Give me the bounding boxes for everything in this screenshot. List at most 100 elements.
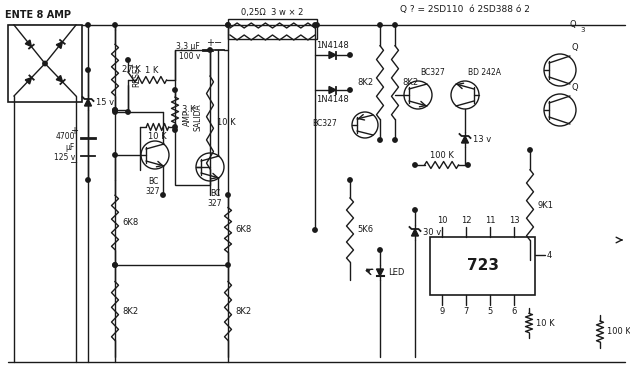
Text: AMP.
SALIDA: AMP. SALIDA <box>183 104 202 131</box>
Polygon shape <box>25 78 32 84</box>
Circle shape <box>113 108 117 112</box>
Text: 10: 10 <box>437 216 447 225</box>
Circle shape <box>313 23 317 27</box>
Circle shape <box>413 163 417 167</box>
Circle shape <box>113 263 117 267</box>
Text: +: + <box>70 126 78 136</box>
Text: 3: 3 <box>580 27 585 33</box>
Text: 13 v: 13 v <box>473 135 491 144</box>
Polygon shape <box>56 76 62 82</box>
Circle shape <box>315 23 319 27</box>
Text: 6: 6 <box>512 307 517 316</box>
Text: 0,25Ω  3 w × 2: 0,25Ω 3 w × 2 <box>241 8 304 17</box>
Text: 10 K: 10 K <box>148 132 167 141</box>
Text: BD 242A: BD 242A <box>468 68 501 77</box>
Circle shape <box>348 53 352 57</box>
Text: 10 K: 10 K <box>217 118 236 127</box>
Text: 8K2: 8K2 <box>357 78 373 87</box>
Polygon shape <box>56 42 62 49</box>
Polygon shape <box>411 229 418 236</box>
Text: 27 K: 27 K <box>122 65 140 74</box>
Circle shape <box>161 193 165 197</box>
Circle shape <box>173 125 177 129</box>
Text: RESET: RESET <box>132 63 141 87</box>
Text: 1N4148: 1N4148 <box>316 95 349 104</box>
Circle shape <box>226 23 230 27</box>
Text: 7: 7 <box>463 307 469 316</box>
Text: Q ? = 2SD110  ó 2SD388 ó 2: Q ? = 2SD110 ó 2SD388 ó 2 <box>400 5 530 14</box>
Circle shape <box>113 110 117 114</box>
Text: Q: Q <box>572 83 578 92</box>
Text: 9K1: 9K1 <box>537 201 553 209</box>
Circle shape <box>392 138 397 142</box>
Text: 15 v: 15 v <box>96 98 114 107</box>
Circle shape <box>208 48 212 52</box>
Circle shape <box>392 23 397 27</box>
FancyBboxPatch shape <box>8 25 82 102</box>
Circle shape <box>113 108 117 112</box>
Text: LED: LED <box>388 268 404 277</box>
Polygon shape <box>462 136 469 143</box>
Text: −: − <box>70 158 78 168</box>
Text: 5: 5 <box>488 307 493 316</box>
Text: 9: 9 <box>439 307 445 316</box>
Polygon shape <box>25 40 32 47</box>
Circle shape <box>43 61 47 66</box>
Circle shape <box>86 68 90 72</box>
Text: 30 v: 30 v <box>423 228 441 237</box>
Text: BC327: BC327 <box>312 119 337 128</box>
Circle shape <box>378 138 382 142</box>
Text: 3,3 μF
100 v: 3,3 μF 100 v <box>176 42 200 62</box>
Text: BC327: BC327 <box>420 68 445 77</box>
Text: 10 K: 10 K <box>536 318 554 328</box>
Circle shape <box>173 128 177 132</box>
Circle shape <box>528 148 532 152</box>
Text: BC
327: BC 327 <box>146 177 160 196</box>
Polygon shape <box>329 87 336 93</box>
Circle shape <box>466 163 470 167</box>
Text: 100 K: 100 K <box>607 327 630 336</box>
Circle shape <box>126 110 130 114</box>
Text: BC
327: BC 327 <box>208 189 222 208</box>
Polygon shape <box>84 99 91 106</box>
Circle shape <box>413 208 417 212</box>
Text: 5K6: 5K6 <box>357 225 373 234</box>
Text: 12: 12 <box>461 216 471 225</box>
Text: 8K2: 8K2 <box>402 78 418 87</box>
Circle shape <box>113 153 117 157</box>
Text: 8K2: 8K2 <box>235 307 251 315</box>
Text: Q: Q <box>572 43 578 52</box>
Text: 8K2: 8K2 <box>122 307 138 315</box>
Text: 13: 13 <box>508 216 519 225</box>
Circle shape <box>378 23 382 27</box>
Polygon shape <box>329 52 336 59</box>
Text: 1 K: 1 K <box>145 66 158 75</box>
Circle shape <box>348 88 352 92</box>
Circle shape <box>86 178 90 182</box>
Text: ENTE 8 AMP: ENTE 8 AMP <box>5 10 71 20</box>
Circle shape <box>113 23 117 27</box>
Polygon shape <box>377 269 384 276</box>
Text: 6K8: 6K8 <box>235 225 251 234</box>
Circle shape <box>348 178 352 182</box>
Circle shape <box>226 23 230 27</box>
Text: 4700
μF
125 v: 4700 μF 125 v <box>54 132 75 162</box>
Text: Q: Q <box>570 20 576 29</box>
Text: 4: 4 <box>547 250 553 260</box>
Circle shape <box>113 263 117 267</box>
Circle shape <box>126 58 130 62</box>
Text: 1N4148: 1N4148 <box>316 41 349 50</box>
Text: −: − <box>214 38 222 48</box>
Circle shape <box>313 228 317 232</box>
Text: 11: 11 <box>484 216 495 225</box>
Circle shape <box>378 248 382 252</box>
Circle shape <box>226 263 230 267</box>
Text: 6K8: 6K8 <box>122 218 138 227</box>
Circle shape <box>226 193 230 197</box>
Text: +: + <box>206 38 214 48</box>
Circle shape <box>173 88 177 92</box>
Text: 3 K: 3 K <box>182 106 195 114</box>
Text: 723: 723 <box>466 258 498 274</box>
Text: 100 K: 100 K <box>430 151 454 160</box>
Circle shape <box>86 23 90 27</box>
